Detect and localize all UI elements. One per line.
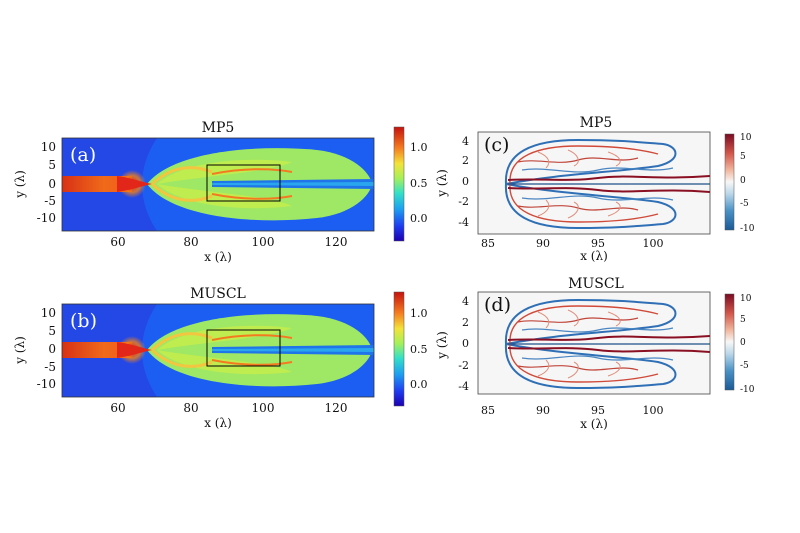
panel-d-heatmap [478,292,710,394]
panel-d-cbtick-4: -10 [740,385,755,395]
panel-b-xtick-3: 120 [325,401,348,415]
panel-b-yticks: 10 5 0 -5 -10 [37,306,56,391]
panel-a-xtick-0: 60 [110,235,125,249]
panel-c-frame [477,131,711,235]
panel-c-cbtick-0: 10 [740,133,752,143]
panel-b-ytick-3: -5 [44,360,56,374]
panel-b-heatmap [62,304,374,397]
panel-c-xtick-3: 100 [643,237,664,250]
panel-a-label: (a) [70,144,96,166]
panel-a-cbtick-1: 0.5 [410,177,428,190]
panel-c-colorbar: 10 5 0 -5 -10 [724,133,755,234]
panel-d-cbtick-3: -5 [740,361,749,371]
panel-a-heatmap [62,138,374,231]
panel-d-yticks: 4 2 0 -2 -4 [458,295,469,393]
panel-b-ytick-1: 5 [48,324,56,338]
panel-b-colorbar: 1.0 0.5 0.0 [393,291,428,407]
panel-a-xtick-2: 100 [252,235,275,249]
panel-a-ytick-1: 5 [48,158,56,172]
panel-b-cbtick-2: 0.0 [410,378,428,391]
panel-a-title: MP5 [202,120,235,136]
panel-a-inset-box [206,164,281,202]
panel-c-ytick-3: -2 [458,195,469,208]
panel-a-ytick-0: 10 [41,140,56,154]
panel-b-xtick-1: 80 [183,401,198,415]
panel-b-xtick-2: 100 [252,401,275,415]
panel-b-xlabel: x (λ) [204,416,232,430]
panel-b-cbtick-1: 0.5 [410,343,428,356]
panel-b-xticks: 60 80 100 120 [110,401,347,415]
panel-b-colorbar-bar [393,291,405,407]
panel-b-ytick-0: 10 [41,306,56,320]
panel-a-xticks: 60 80 100 120 [110,235,347,249]
panel-a-ytick-4: -10 [37,211,56,225]
panel-d: MUSCL (d) 4 2 0 -2 -4 y (λ) 85 90 95 100… [435,276,755,431]
panel-c-ytick-0: 4 [462,135,469,148]
panel-d-colorbar-bar [724,293,735,391]
panel-c-cbtick-4: -10 [740,224,755,234]
panel-c-cbtick-1: 5 [740,152,746,162]
panel-d-frame [477,291,711,395]
panel-a-colorbar: 1.0 0.5 0.0 [393,126,428,242]
panel-c-ytick-1: 2 [462,154,469,167]
panel-c-xtick-0: 85 [481,237,495,250]
panel-a-xtick-1: 80 [183,235,198,249]
panel-d-xtick-1: 90 [536,404,550,417]
panel-b-cbtick-0: 1.0 [410,307,428,320]
panel-d-ytick-3: -2 [458,359,469,372]
panel-c-colorbar-bar [724,133,735,231]
panel-b-frame [61,303,375,398]
panel-b: MUSCL (b) 10 5 0 -5 -10 y (λ) 60 80 100 … [13,286,428,430]
panel-a-colorbar-bar [393,126,405,242]
panel-c-ylabel: y (λ) [435,169,449,198]
panel-a-ylabel: y (λ) [13,170,27,199]
panel-c-xtick-2: 95 [591,237,605,250]
panel-b-xtick-0: 60 [110,401,125,415]
panel-a-ytick-2: 0 [48,177,56,191]
panel-c-title: MP5 [580,115,613,131]
panel-a-yticks: 10 5 0 -5 -10 [37,140,56,225]
panel-d-cbtick-0: 10 [740,294,752,304]
panel-d-title: MUSCL [568,276,624,292]
panel-b-ytick-2: 0 [48,342,56,356]
panel-a-ytick-3: -5 [44,194,56,208]
panel-c-cbtick-2: 0 [740,176,746,186]
panel-d-xticks: 85 90 95 100 [481,404,664,417]
panel-d-xlabel: x (λ) [580,417,608,431]
panel-d-colorbar: 10 5 0 -5 -10 [724,293,755,395]
panel-a-xtick-3: 120 [325,235,348,249]
panel-c-xlabel: x (λ) [580,249,608,263]
panel-a-frame [61,137,375,232]
panel-b-inset-box [206,329,281,367]
panel-c: MP5 (c) 4 2 0 -2 -4 y (λ) 85 90 95 100 x… [435,115,755,263]
panel-a-cbtick-2: 0.0 [410,212,428,225]
panel-d-ytick-4: -4 [458,380,469,393]
panel-c-xtick-1: 90 [536,237,550,250]
panel-a-xlabel: x (λ) [204,250,232,264]
panel-c-label: (c) [484,134,509,156]
panel-d-ytick-0: 4 [462,295,469,308]
panel-c-ytick-2: 0 [462,175,469,188]
panel-d-xtick-0: 85 [481,404,495,417]
panel-b-ytick-4: -10 [37,377,56,391]
panel-a-cbtick-0: 1.0 [410,141,428,154]
panel-b-label: (b) [70,310,97,332]
panel-d-ytick-1: 2 [462,316,469,329]
panel-c-ytick-4: -4 [458,216,469,229]
panel-d-xtick-3: 100 [643,404,664,417]
panel-b-ylabel: y (λ) [13,336,27,365]
panel-d-cbtick-1: 5 [740,315,746,325]
panel-d-label: (d) [484,294,511,316]
panel-c-xticks: 85 90 95 100 [481,237,664,250]
panel-c-cbtick-3: -5 [740,199,749,209]
panel-d-xtick-2: 95 [591,404,605,417]
panel-d-ylabel: y (λ) [435,331,449,360]
panel-c-yticks: 4 2 0 -2 -4 [458,135,469,229]
panel-c-heatmap [478,132,710,234]
panel-a: MP5 (a) 10 5 0 -5 -10 y (λ) 60 80 100 12… [13,120,428,264]
panel-d-cbtick-2: 0 [740,338,746,348]
panel-b-title: MUSCL [190,286,246,302]
panel-d-ytick-2: 0 [462,337,469,350]
